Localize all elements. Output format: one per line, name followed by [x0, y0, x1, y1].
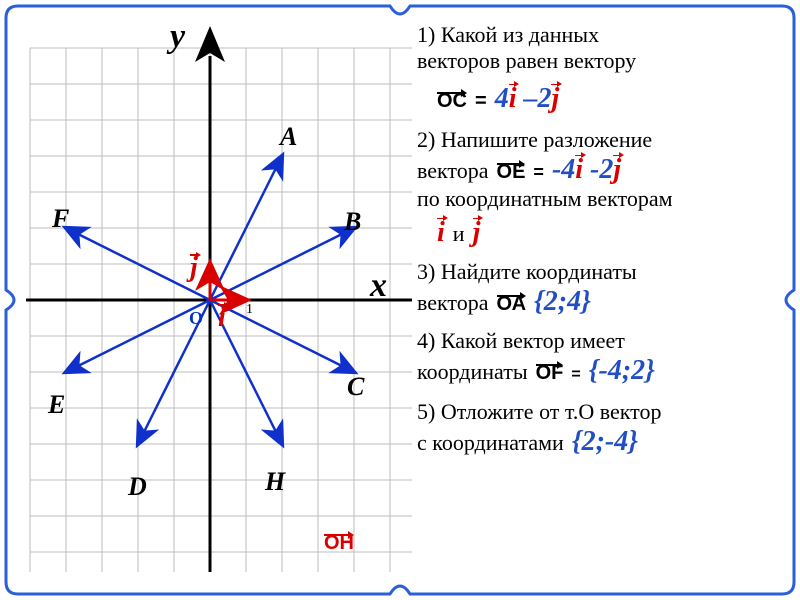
vectors-svg	[12, 12, 412, 572]
q5-answer: {2;-4}	[572, 425, 638, 458]
q2-line2a: вектора	[417, 158, 489, 184]
coordinate-plot: y x O i j 1 A B C H D E F OH	[12, 12, 402, 588]
q1-line2: векторов равен вектору	[417, 48, 797, 74]
q5-line2: с координатами	[417, 430, 564, 456]
basis-j-label: j	[190, 252, 198, 284]
x-axis-label: x	[370, 267, 387, 305]
eq-sign: =	[533, 162, 544, 183]
q2-line3: по координатным векторам	[417, 186, 797, 212]
point-label-B: B	[344, 207, 361, 237]
point-label-H: H	[265, 467, 285, 497]
q4-line1: 4) Какой вектор имеет	[417, 328, 797, 354]
questions-column: 1) Какой из данных векторов равен вектор…	[417, 22, 797, 462]
basis-j-text: j	[473, 216, 481, 249]
q3-line1: 3) Найдите координаты	[417, 259, 797, 285]
point-label-D: D	[128, 472, 147, 502]
and-text: и	[453, 221, 465, 247]
q3-line2: вектора	[417, 290, 489, 316]
eq-sign: =	[571, 366, 580, 385]
q1-line1: 1) Какой из данных	[417, 22, 797, 48]
point-label-E: E	[48, 390, 65, 420]
point-label-C: C	[347, 372, 364, 402]
basis-i-text: i	[437, 216, 445, 249]
origin-label: O	[189, 308, 203, 329]
point-label-F: F	[52, 204, 69, 234]
answer-oh-label: OH	[324, 532, 354, 555]
question-5: 5) Отложите от т.О вектор с координатами…	[417, 399, 797, 458]
point-label-A: A	[280, 122, 297, 152]
q2-line1: 2) Напишите разложение	[417, 127, 797, 153]
vec-oa-label: ОА	[497, 293, 527, 317]
q1-answer: 4i –2j	[495, 82, 560, 115]
q5-line1: 5) Отложите от т.О вектор	[417, 399, 797, 425]
q2-answer: -4i -2j	[552, 153, 621, 186]
question-1: 1) Какой из данных векторов равен вектор…	[417, 22, 797, 115]
tick-1: 1	[246, 302, 253, 318]
vec-oc-label: ОС	[437, 90, 467, 114]
question-4: 4) Какой вектор имеет координаты OF = {-…	[417, 328, 797, 387]
eq-sign: =	[475, 90, 487, 114]
basis-i-label: i	[218, 302, 226, 334]
vec-oe-label: ОЕ	[497, 161, 526, 185]
vec-of-label: OF	[536, 362, 564, 386]
q3-answer: {2;4}	[534, 285, 591, 318]
y-axis-label: y	[170, 18, 185, 56]
q4-answer: {-4;2}	[589, 354, 655, 387]
q4-line2: координаты	[417, 359, 528, 385]
question-2: 2) Напишите разложение вектора ОЕ = -4i …	[417, 127, 797, 249]
question-3: 3) Найдите координаты вектора ОА {2;4}	[417, 259, 797, 318]
